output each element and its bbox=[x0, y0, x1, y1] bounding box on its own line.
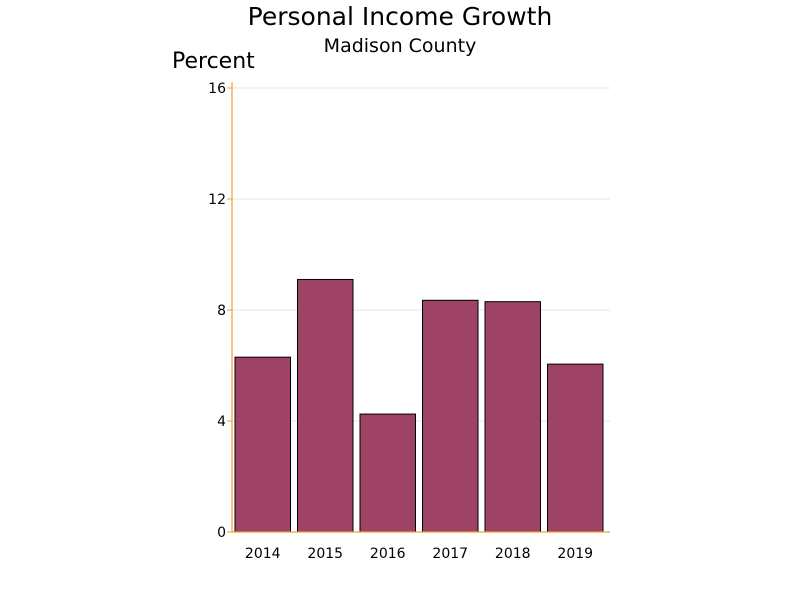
y-tick-label: 0 bbox=[217, 525, 226, 541]
x-tick-label: 2015 bbox=[307, 546, 343, 562]
x-tick-label: 2017 bbox=[432, 546, 468, 562]
bar-2015 bbox=[297, 278, 354, 533]
bar-2017 bbox=[422, 299, 479, 533]
y-tick-labels: 0 4 8 12 16 bbox=[208, 81, 226, 541]
y-axis-label: Percent bbox=[172, 49, 255, 74]
y-tick-label: 4 bbox=[217, 414, 226, 430]
x-tick-labels: 2014 2015 2016 2017 2018 2019 bbox=[245, 546, 593, 562]
x-tick-label: 2019 bbox=[557, 546, 593, 562]
x-tick-label: 2014 bbox=[245, 546, 281, 562]
y-tick-label: 12 bbox=[208, 192, 226, 208]
bars bbox=[234, 278, 604, 533]
x-tick-label: 2018 bbox=[495, 546, 531, 562]
bar-2014 bbox=[234, 356, 291, 533]
x-tick-label: 2016 bbox=[370, 546, 406, 562]
y-tick-label: 16 bbox=[208, 81, 226, 97]
bar-2016 bbox=[359, 413, 416, 533]
chart-title: Personal Income Growth bbox=[248, 2, 553, 31]
bar-2018 bbox=[484, 301, 541, 533]
bar-2019 bbox=[547, 363, 604, 533]
y-tick-label: 8 bbox=[217, 303, 226, 319]
chart-subtitle: Madison County bbox=[324, 35, 477, 57]
axes bbox=[227, 82, 610, 533]
